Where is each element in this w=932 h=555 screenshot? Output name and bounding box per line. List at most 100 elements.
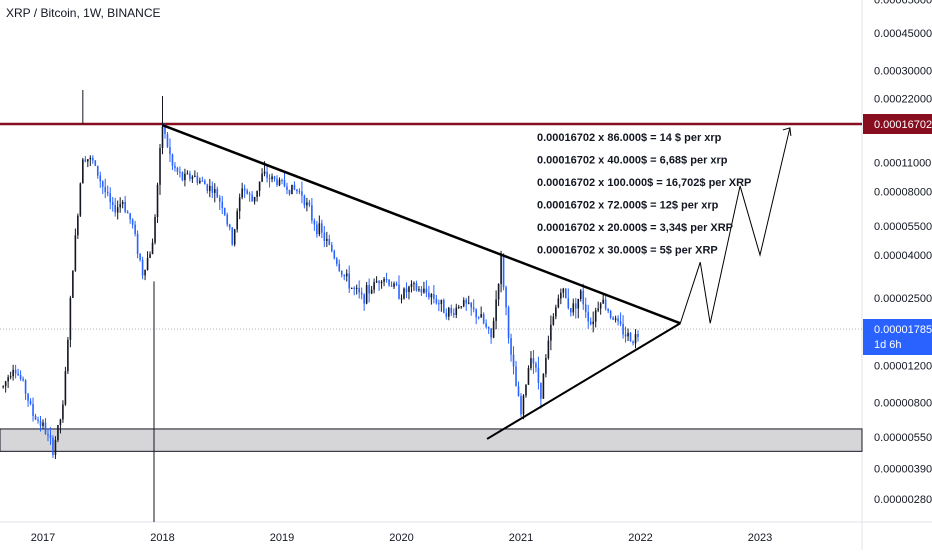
candle-body — [316, 224, 318, 235]
candle-body — [515, 366, 517, 387]
candle-body — [286, 186, 288, 190]
candle-body — [251, 194, 253, 202]
candle-body — [101, 181, 104, 187]
candle-body — [253, 196, 256, 202]
candle-body — [298, 191, 301, 193]
candle-body — [146, 257, 149, 270]
candle-body — [29, 400, 32, 404]
candle-body — [492, 320, 495, 338]
candle-body — [587, 312, 590, 322]
candle-body — [383, 279, 385, 282]
candle-body — [156, 184, 159, 217]
candle-body — [452, 313, 455, 315]
price-axis-tick-label: 0.00000800 — [874, 398, 932, 410]
candle-body — [507, 307, 510, 338]
candle-body — [194, 175, 196, 177]
candle-body — [221, 201, 224, 209]
candle-body — [435, 298, 438, 304]
candle-body — [276, 178, 278, 186]
projection-path[interactable] — [679, 127, 791, 324]
candle-body — [206, 184, 209, 191]
candle-body — [569, 308, 572, 313]
candle-body — [530, 358, 532, 369]
price-target-annotation: 0.00016702 x 72.000$ = 12$ per xrp — [537, 200, 719, 212]
price-target-annotation: 0.00016702 x 100.000$ = 16,702$ per XRP — [537, 177, 751, 189]
candle-body — [353, 287, 355, 289]
candle-body — [555, 307, 557, 317]
candle-body — [129, 213, 131, 220]
candle-body — [47, 434, 49, 436]
candle-body — [395, 283, 398, 285]
candle-body — [415, 283, 418, 291]
candle-body — [443, 299, 445, 314]
candle-body — [281, 179, 283, 181]
candle-body — [49, 435, 52, 438]
candle-body — [360, 292, 363, 295]
candle-body — [363, 294, 365, 304]
candle-body — [390, 285, 393, 287]
candle-body — [151, 242, 154, 255]
candle-body — [268, 178, 271, 180]
candle-body — [318, 223, 321, 235]
candle-body — [141, 259, 144, 276]
candle-body — [373, 282, 375, 290]
candle-body — [527, 368, 530, 385]
candle-body — [475, 309, 477, 318]
candle-body — [32, 403, 34, 417]
candle-body — [96, 165, 99, 176]
candle-body — [557, 298, 560, 308]
candle-body — [116, 207, 119, 213]
candle-body — [283, 180, 286, 187]
price-axis-tick-label: 0.00000280 — [874, 494, 932, 506]
candle-body — [547, 340, 550, 359]
candle-body — [308, 202, 311, 206]
candle-body — [388, 279, 390, 286]
candle-body — [64, 371, 67, 405]
candle-body — [462, 299, 465, 307]
candle-body — [455, 307, 458, 315]
price-axis-tick-label: 0.00002500 — [874, 293, 932, 305]
candle-body — [617, 318, 619, 322]
candle-body — [223, 208, 226, 215]
candle-body — [258, 181, 261, 191]
candle-body — [9, 376, 12, 378]
candle-body — [348, 273, 351, 289]
triangle-upper-trendline[interactable] — [162, 123, 681, 325]
candle-body — [288, 189, 291, 195]
candle-body — [126, 211, 129, 214]
candle-body — [189, 173, 191, 179]
time-axis-tick-label: 2021 — [509, 532, 533, 544]
support-zone[interactable] — [0, 428, 863, 452]
price-axis-tick-label: 0.00005500 — [874, 221, 932, 233]
time-axis-tick-label: 2017 — [31, 532, 55, 544]
candle-body — [4, 381, 7, 387]
candle-body — [236, 211, 238, 230]
candle-body — [582, 290, 585, 305]
candle-body — [54, 440, 57, 455]
candle-body — [457, 306, 460, 308]
candle-body — [241, 188, 243, 198]
candle-body — [525, 384, 527, 396]
candle-body — [99, 175, 102, 182]
candle-body — [385, 279, 388, 281]
candle-body — [577, 298, 580, 309]
candle-body — [565, 288, 567, 299]
candle-body — [144, 269, 146, 276]
candle-body — [226, 214, 229, 225]
triangle-lower-trendline[interactable] — [486, 322, 681, 440]
candle-body — [410, 284, 413, 287]
candle-body — [27, 393, 29, 401]
candle-body — [423, 288, 425, 293]
candle-body — [380, 281, 383, 284]
candle-body — [378, 281, 380, 284]
candle-body — [39, 420, 42, 426]
candle-body — [532, 358, 535, 364]
candle-body — [72, 270, 74, 298]
candle-body — [460, 306, 463, 308]
candle-body — [502, 254, 505, 288]
candle-body — [340, 270, 343, 275]
price-target-annotation: 0.00016702 x 30.000$ = 5$ per XRP — [537, 245, 718, 257]
candle-body — [482, 314, 485, 324]
